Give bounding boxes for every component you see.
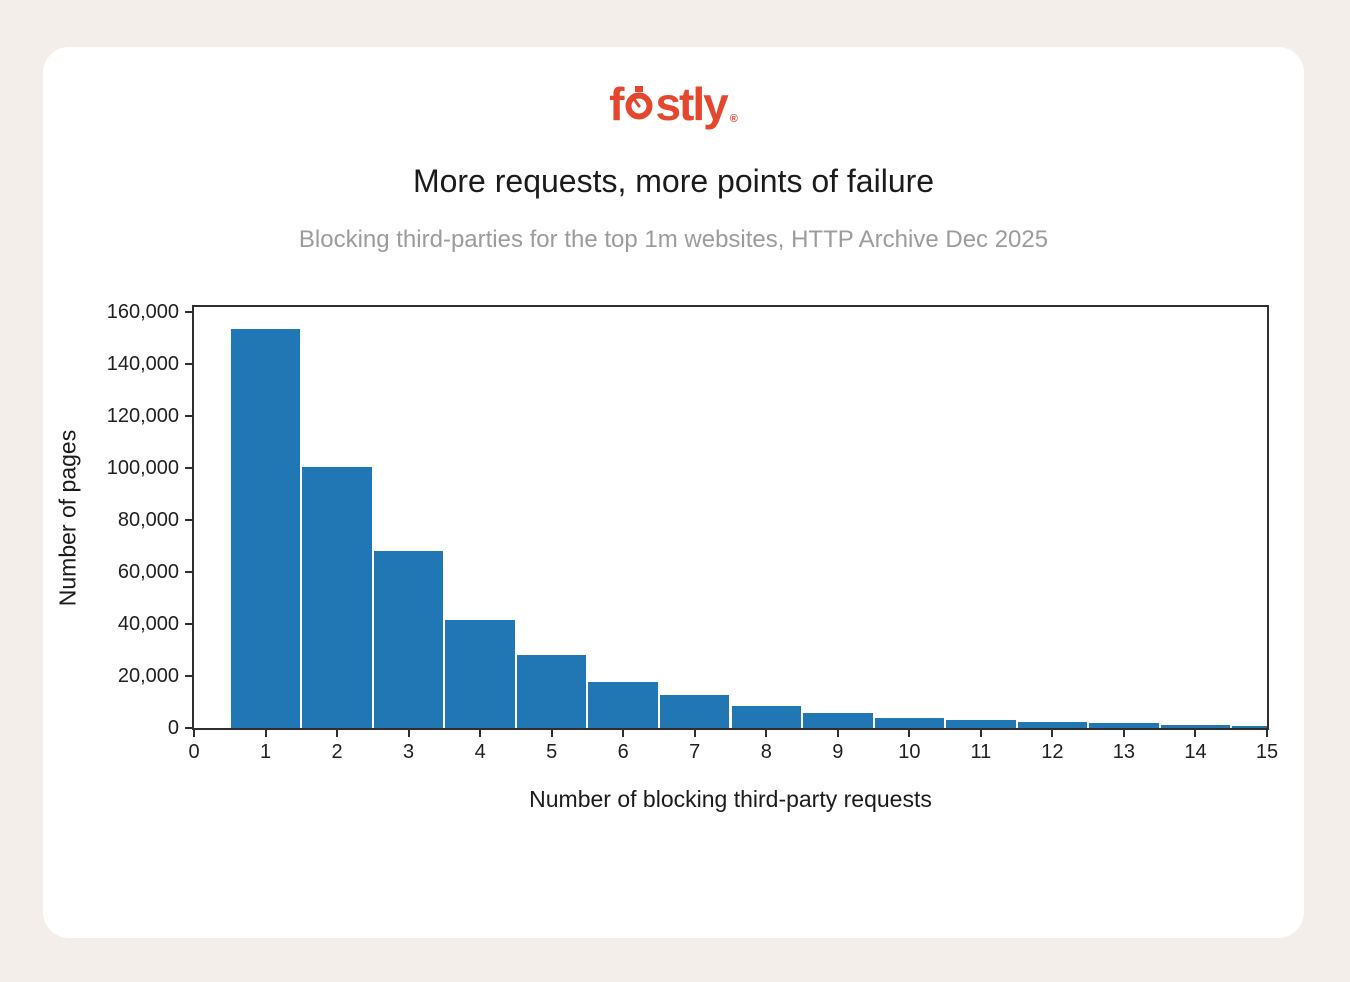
histogram-bar — [229, 329, 302, 728]
y-tick-mark — [185, 311, 194, 314]
chart-title: More requests, more points of failure — [412, 163, 935, 199]
x-tick-mark — [479, 728, 482, 737]
bars-layer — [194, 307, 1267, 728]
x-axis-title: Number of blocking third-party requests — [529, 786, 932, 812]
y-tick-mark — [185, 727, 194, 729]
x-tick-label: 3 — [403, 741, 415, 763]
histogram-bar — [873, 717, 946, 728]
x-tick-label: 9 — [832, 741, 844, 763]
x-tick-label: 13 — [1112, 741, 1136, 763]
fastly-logo: f stly ® — [43, 71, 1304, 127]
y-tick-label: 20,000 — [117, 665, 179, 688]
y-tick-label: 160,000 — [106, 301, 179, 324]
x-tick-mark — [336, 728, 339, 737]
x-tick-mark — [1266, 728, 1268, 737]
x-tick-label: 4 — [474, 741, 486, 763]
y-tick-label: 60,000 — [117, 561, 179, 584]
y-tick-label: 120,000 — [106, 405, 179, 428]
histogram-bar — [1159, 724, 1232, 728]
histogram-bar — [945, 720, 1017, 728]
x-tick-label: 0 — [188, 741, 200, 763]
histogram-bar — [444, 620, 516, 728]
x-tick-label: 8 — [760, 741, 772, 763]
y-tick-mark — [185, 623, 194, 626]
x-tick-label: 7 — [689, 741, 701, 763]
plot-area: Number of pages Number of blocking third… — [55, 302, 1279, 812]
chart-subtitle: Blocking third-parties for the top 1m we… — [298, 226, 1049, 253]
histogram-bar — [1088, 723, 1160, 728]
registered-trademark: ® — [729, 113, 738, 125]
x-tick-mark — [979, 728, 982, 737]
x-tick-label: 12 — [1041, 741, 1064, 763]
y-tick-label: 100,000 — [106, 457, 179, 480]
x-tick-mark — [407, 728, 410, 737]
logo-text-f: f — [609, 78, 624, 130]
fastly-wordmark: f stly — [609, 78, 729, 130]
histogram-bar — [515, 655, 588, 728]
y-tick-mark — [185, 415, 194, 418]
x-tick-label: 10 — [898, 741, 921, 763]
histogram-bar — [1016, 722, 1089, 728]
histogram-bar — [730, 706, 803, 728]
y-tick-mark — [185, 675, 194, 678]
histogram-bar — [372, 551, 445, 728]
chart-card: f stly ® More requests, more points of f… — [43, 47, 1304, 938]
x-tick-label: 6 — [617, 741, 629, 763]
y-tick-mark — [185, 363, 194, 366]
y-tick-mark — [185, 467, 194, 470]
histogram-bar — [1231, 725, 1267, 728]
x-tick-mark — [1051, 728, 1054, 737]
y-tick-mark — [185, 571, 194, 574]
x-tick-label: 2 — [331, 741, 343, 763]
x-tick-mark — [908, 728, 911, 737]
y-tick-label: 40,000 — [117, 613, 179, 636]
x-tick-mark — [622, 728, 625, 737]
x-tick-label: 11 — [970, 741, 992, 763]
x-tick-mark — [193, 728, 195, 737]
y-tick-label: 0 — [167, 717, 179, 739]
histogram-bar — [658, 695, 731, 728]
x-tick-mark — [550, 728, 553, 737]
x-tick-mark — [1194, 728, 1197, 737]
histogram-bar — [802, 713, 874, 728]
y-axis-title: Number of pages — [54, 429, 81, 606]
y-tick-label: 80,000 — [117, 509, 179, 532]
x-tick-mark — [693, 728, 696, 737]
x-tick-label: 1 — [259, 741, 272, 763]
histogram-bar — [587, 681, 659, 728]
x-tick-label: 15 — [1255, 741, 1279, 763]
logo-text-stly: stly — [655, 78, 728, 130]
y-tick-mark — [185, 519, 194, 522]
x-tick-label: 5 — [546, 741, 558, 763]
x-tick-mark — [765, 728, 768, 737]
histogram-bar — [301, 466, 373, 728]
x-tick-mark — [264, 728, 267, 737]
x-tick-mark — [836, 728, 839, 737]
stopwatch-icon — [624, 81, 654, 127]
x-tick-mark — [1122, 728, 1125, 737]
y-tick-label: 140,000 — [106, 353, 179, 376]
x-tick-label: 14 — [1184, 741, 1207, 763]
